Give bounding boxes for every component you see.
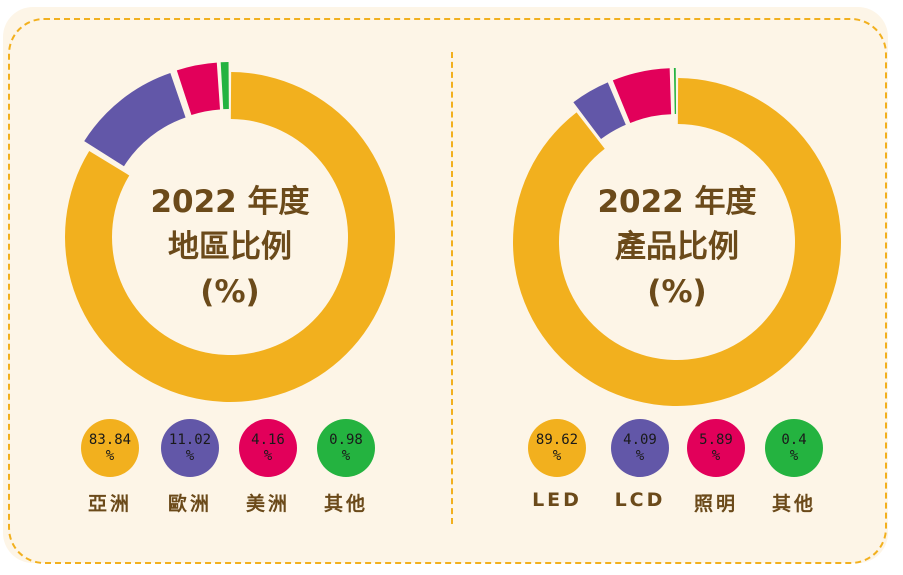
product-legend-other: 0.4 % 其他: [754, 419, 834, 516]
panel-divider: [451, 52, 453, 524]
region-chart-title: 2022 年度 地區比例 (%): [130, 180, 330, 315]
region-legend-europe: 11.02 % 歐洲: [150, 419, 230, 516]
legend-unit: %: [789, 448, 799, 464]
legend-dot: 89.62 %: [528, 419, 586, 477]
legend-label: 其他: [771, 493, 816, 515]
legend-label: LED: [532, 489, 582, 511]
product-chart-title-line-3: (%): [647, 274, 707, 310]
legend-dot: 0.98 %: [317, 419, 375, 477]
legend-value: 83.84: [88, 432, 132, 448]
product-slice-1: [573, 82, 626, 140]
region-legend-america: 4.16 % 美洲: [228, 419, 308, 516]
legend-value: 0.98: [329, 432, 363, 448]
legend-unit: %: [263, 448, 273, 464]
product-slice-2: [612, 68, 672, 124]
legend-value: 4.16: [251, 432, 285, 448]
legend-unit: %: [341, 448, 351, 464]
product-slice-3: [673, 68, 677, 115]
legend-label: 亞洲: [87, 493, 132, 515]
product-legend-lighting: 5.89 % 照明: [676, 419, 756, 516]
legend-value: 4.09: [623, 432, 657, 448]
legend-label: 歐洲: [167, 493, 212, 515]
region-slice-3: [220, 62, 229, 110]
product-legend-led: 89.62 % LED: [517, 419, 597, 511]
legend-unit: %: [185, 448, 195, 464]
legend-unit: %: [711, 448, 721, 464]
region-slice-1: [84, 73, 186, 167]
product-chart-title-line-2: 產品比例: [615, 229, 739, 265]
legend-label: 照明: [693, 493, 738, 515]
legend-dot: 11.02 %: [161, 419, 219, 477]
legend-label: LCD: [614, 489, 666, 511]
legend-unit: %: [105, 448, 115, 464]
legend-value: 5.89: [699, 432, 733, 448]
region-legend-asia: 83.84 % 亞洲: [70, 419, 150, 516]
legend-label: 美洲: [245, 493, 290, 515]
region-chart-title-line-1: 2022 年度: [150, 184, 310, 220]
legend-value: 89.62: [535, 432, 579, 448]
legend-dot: 4.16 %: [239, 419, 297, 477]
region-slice-2: [176, 62, 221, 116]
legend-dot: 5.89 %: [687, 419, 745, 477]
legend-unit: %: [635, 448, 645, 464]
legend-value: 11.02: [168, 432, 212, 448]
legend-unit: %: [552, 448, 562, 464]
legend-dot: 4.09 %: [611, 419, 669, 477]
legend-dot: 83.84 %: [81, 419, 139, 477]
legend-dot: 0.4 %: [765, 419, 823, 477]
region-chart-title-line-2: 地區比例: [168, 229, 292, 265]
product-legend-lcd: 4.09 % LCD: [600, 419, 680, 511]
region-chart-title-line-3: (%): [200, 274, 260, 310]
legend-label: 其他: [323, 493, 368, 515]
product-chart-title: 2022 年度 產品比例 (%): [577, 180, 777, 315]
dashed-border: [8, 18, 887, 564]
region-legend-other: 0.98 % 其他: [306, 419, 386, 516]
legend-value: 0.4: [781, 432, 807, 448]
product-chart-title-line-1: 2022 年度: [597, 184, 757, 220]
